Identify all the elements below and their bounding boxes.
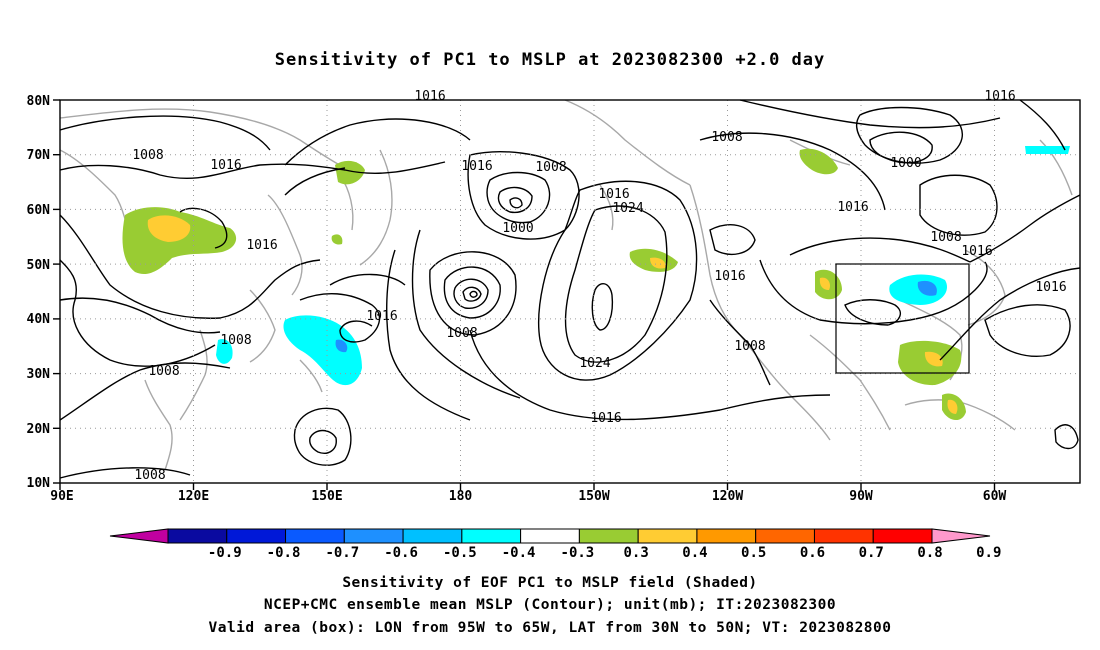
contour-label: 1016 (961, 244, 992, 259)
caption-contour: NCEP+CMC ensemble mean MSLP (Contour); u… (263, 597, 837, 613)
colorbar-swatch (343, 528, 404, 544)
contour-label: 1008 (446, 326, 477, 341)
contour-label: 1024 (612, 201, 643, 216)
contour-label: 1008 (535, 160, 566, 175)
colorbar-swatch (755, 528, 815, 544)
colorbar-swatch (637, 528, 698, 544)
contour-label: 1016 (837, 200, 868, 215)
colorbar-label: -0.8 (267, 545, 301, 561)
colorbar (109, 528, 991, 544)
lon-tick-label: 150E (311, 489, 342, 504)
colorbar-label: -0.6 (384, 545, 418, 561)
colorbar-label: 0.3 (624, 545, 649, 561)
lon-tick-label: 90W (849, 489, 873, 504)
contour-label: 1008 (132, 148, 163, 163)
chart-title: Sensitivity of PC1 to MSLP at 2023082300… (274, 50, 826, 70)
contour-label: 1016 (246, 238, 277, 253)
contour-label: 1016 (590, 411, 621, 426)
lon-tick-label: 180 (449, 489, 473, 504)
plot-frame (59, 99, 1081, 484)
pressure-contours (59, 99, 1081, 479)
contour-label: 1008 (930, 230, 961, 245)
colorbar-label: 0.7 (859, 545, 884, 561)
lon-tick-label: 90E (50, 489, 73, 504)
contour-label: 1016 (210, 158, 241, 173)
contour-label: 1016 (714, 269, 745, 284)
contour-labels: 1008 1016 1008 1016 1016 1008 1000 1016 … (132, 89, 1066, 483)
lat-tick-label: 70N (27, 148, 51, 163)
colorbar-swatch (226, 528, 287, 544)
contour-label: 1016 (414, 89, 445, 104)
colorbar-label: -0.7 (325, 545, 359, 561)
colorbar-labels: -0.9 -0.8 -0.7 -0.6 -0.5 -0.4 -0.3 0.3 0.4 0.5 0.6… (208, 545, 1002, 561)
colorbar-label: 0.5 (741, 545, 766, 561)
contour-label: 1000 (502, 221, 533, 236)
contour-label: 1016 (366, 309, 397, 324)
grid-lines (60, 100, 1080, 483)
axis-ticks (53, 99, 996, 490)
colorbar-swatch (167, 528, 228, 544)
valid-area-box (835, 263, 970, 374)
caption-valid-area: Valid area (box): LON from 95W to 65W, L… (208, 620, 892, 636)
caption-shaded: Sensitivity of EOF PC1 to MSLP field (Sh… (342, 575, 758, 591)
contour-label: 1008 (220, 333, 251, 348)
lat-tick-label: 50N (27, 258, 51, 273)
lat-tick-label: 40N (27, 312, 51, 327)
lon-tick-label: 150W (578, 489, 609, 504)
lat-tick-label: 20N (27, 422, 51, 437)
contour-label: 1016 (461, 159, 492, 174)
contour-label: 1000 (890, 156, 921, 171)
colorbar-arrow-low (109, 528, 169, 544)
colorbar-swatch (402, 528, 463, 544)
colorbar-label: 0.6 (800, 545, 825, 561)
lat-tick-label: 60N (27, 203, 51, 218)
colorbar-arrow-high (931, 528, 991, 544)
contour-label: 1016 (984, 89, 1015, 104)
colorbar-label: -0.3 (561, 545, 595, 561)
colorbar-label: -0.4 (502, 545, 536, 561)
colorbar-swatch (285, 528, 345, 544)
contour-label: 1008 (734, 339, 765, 354)
colorbar-swatch (813, 528, 874, 544)
lon-tick-label: 120W (712, 489, 743, 504)
lat-tick-label: 30N (27, 367, 51, 382)
colorbar-label: -0.5 (443, 545, 477, 561)
colorbar-swatch (696, 528, 757, 544)
colorbar-label: 0.4 (682, 545, 707, 561)
colorbar-swatch (872, 528, 933, 544)
contour-label: 1008 (134, 468, 165, 483)
lon-tick-label: 60W (983, 489, 1007, 504)
colorbar-swatch (578, 528, 639, 544)
contour-label: 1016 (1035, 280, 1066, 295)
colorbar-label: -0.9 (208, 545, 242, 561)
contour-label: 1024 (579, 356, 610, 371)
contour-label: 1016 (598, 187, 629, 202)
lat-tick-label: 10N (27, 476, 51, 491)
contour-label: 1008 (711, 130, 742, 145)
colorbar-label: 0.8 (917, 545, 942, 561)
lon-tick-label: 120E (178, 489, 209, 504)
lat-tick-label: 80N (27, 94, 51, 109)
colorbar-swatch (520, 528, 580, 544)
colorbar-label: 0.9 (976, 545, 1001, 561)
colorbar-swatch (461, 528, 522, 544)
contour-label: 1008 (148, 364, 179, 379)
